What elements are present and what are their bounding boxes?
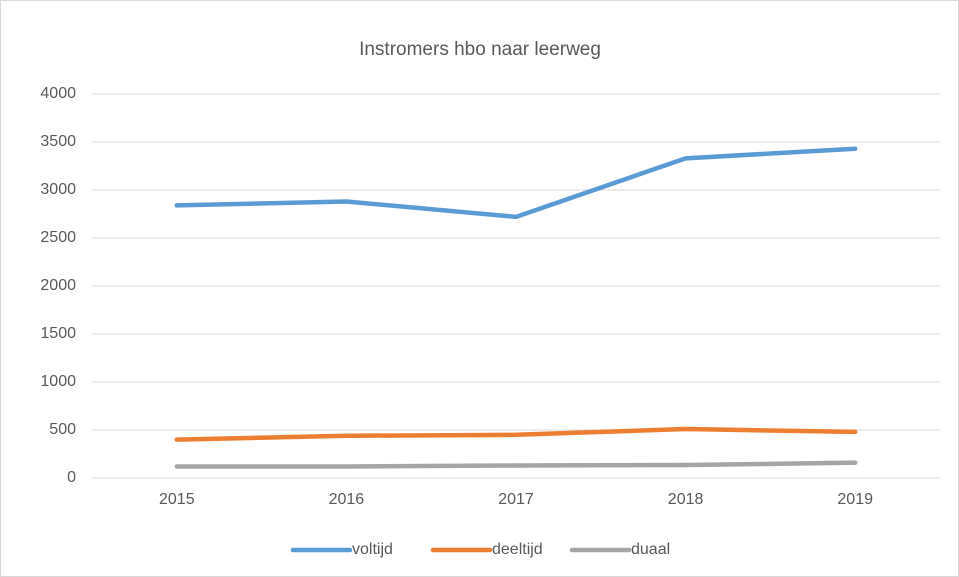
y-tick-label: 1500: [40, 325, 76, 342]
legend-label: duaal: [631, 541, 670, 558]
x-tick-label: 2017: [498, 491, 534, 508]
legend-label: deeltijd: [492, 541, 543, 558]
y-tick-label: 3000: [40, 181, 76, 198]
x-tick-label: 2015: [159, 491, 195, 508]
y-tick-label: 2000: [40, 277, 76, 294]
x-tick-label: 2018: [668, 491, 704, 508]
y-tick-label: 2500: [40, 229, 76, 246]
y-tick-label: 3500: [40, 133, 76, 150]
legend-label: voltijd: [352, 541, 393, 558]
series-line: [174, 146, 858, 220]
y-tick-label: 0: [67, 469, 76, 486]
series-line: [174, 460, 858, 469]
series-line: [174, 426, 858, 442]
chart-title: Instromers hbo naar leerweg: [359, 39, 601, 60]
y-tick-label: 1000: [40, 373, 76, 390]
x-tick-label: 2016: [329, 491, 365, 508]
y-tick-label: 4000: [40, 85, 76, 102]
y-tick-label: 500: [49, 421, 76, 438]
x-tick-label: 2019: [837, 491, 873, 508]
